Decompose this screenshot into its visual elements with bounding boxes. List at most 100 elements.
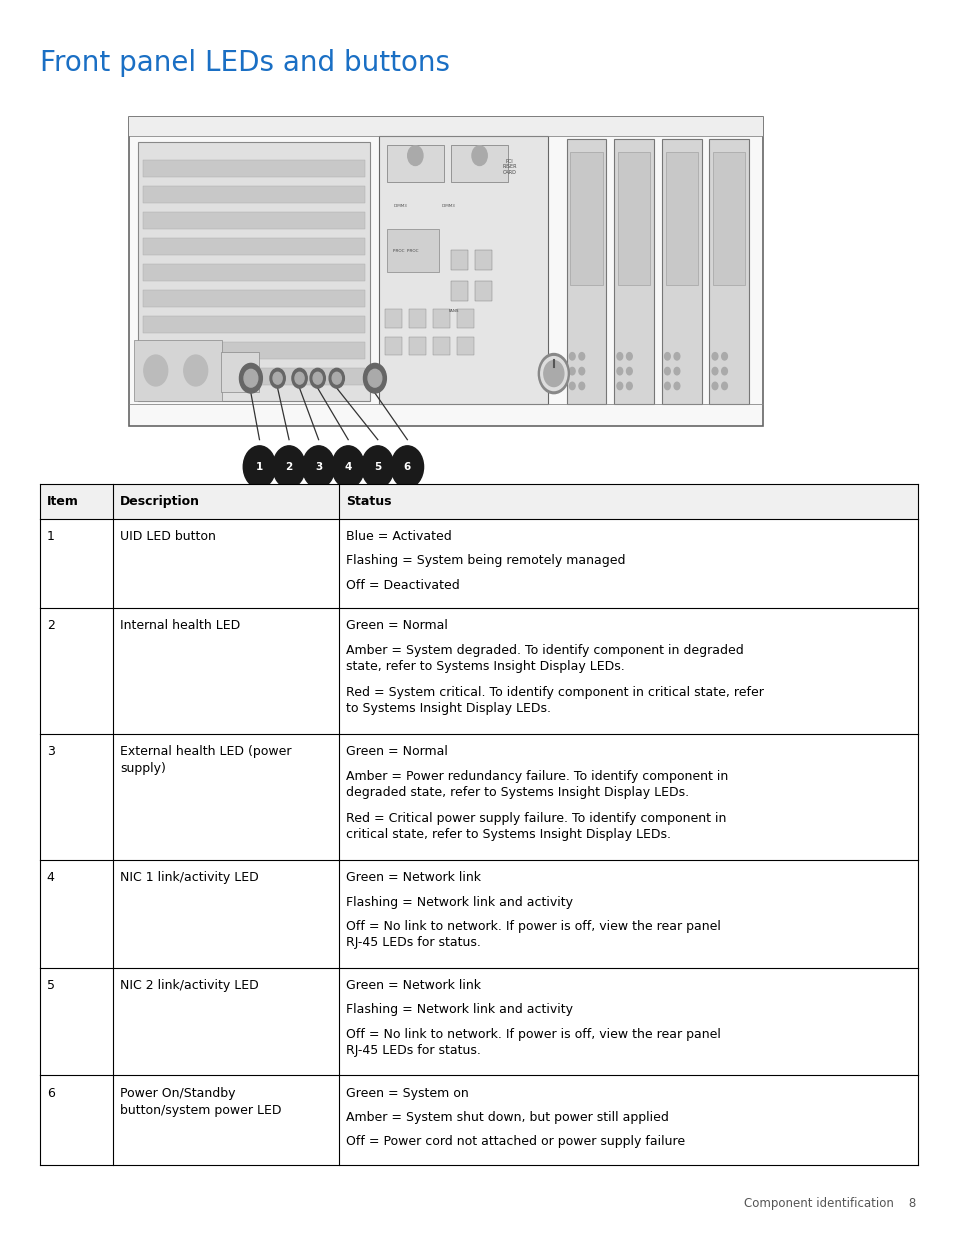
Circle shape <box>537 353 569 394</box>
Bar <box>385 337 402 356</box>
Circle shape <box>273 372 282 384</box>
Circle shape <box>720 368 726 375</box>
Circle shape <box>578 383 584 390</box>
Bar <box>143 316 365 333</box>
Circle shape <box>617 368 622 375</box>
Text: Component identification    8: Component identification 8 <box>742 1197 915 1210</box>
Bar <box>40 1076 917 1165</box>
Circle shape <box>302 446 335 488</box>
Circle shape <box>361 446 394 488</box>
Bar <box>129 117 762 136</box>
Bar <box>143 211 365 228</box>
Circle shape <box>294 372 304 384</box>
Text: Description: Description <box>120 495 200 508</box>
Bar <box>40 608 917 734</box>
Text: PROC  PROC: PROC PROC <box>393 249 417 253</box>
Bar <box>456 309 474 327</box>
Text: Green = System on: Green = System on <box>346 1087 469 1099</box>
Bar <box>387 146 443 182</box>
Text: Flashing = Network link and activity: Flashing = Network link and activity <box>346 895 573 909</box>
Text: 5: 5 <box>374 462 381 472</box>
Text: Item: Item <box>47 495 78 508</box>
Circle shape <box>664 368 670 375</box>
Bar <box>433 309 450 327</box>
Bar <box>475 282 492 301</box>
Text: Off = No link to network. If power is off, view the rear panel
RJ-45 LEDs for st: Off = No link to network. If power is of… <box>346 1028 720 1057</box>
Bar <box>618 152 650 285</box>
Text: 5: 5 <box>47 979 54 992</box>
Circle shape <box>270 368 285 388</box>
Circle shape <box>578 352 584 361</box>
Bar <box>143 368 365 385</box>
Circle shape <box>626 352 632 361</box>
Circle shape <box>664 352 670 361</box>
Circle shape <box>543 361 563 387</box>
Bar <box>143 290 365 306</box>
Text: Amber = System degraded. To identify component in degraded
state, refer to Syste: Amber = System degraded. To identify com… <box>346 643 743 673</box>
Circle shape <box>243 446 275 488</box>
Circle shape <box>391 446 423 488</box>
Circle shape <box>244 369 257 387</box>
Bar <box>385 309 402 327</box>
Text: NIC 1 link/activity LED: NIC 1 link/activity LED <box>120 871 258 884</box>
Bar <box>475 251 492 270</box>
Text: Green = Normal: Green = Normal <box>346 619 448 632</box>
Circle shape <box>711 368 717 375</box>
Text: Amber = Power redundancy failure. To identify component in
degraded state, refer: Amber = Power redundancy failure. To ide… <box>346 769 728 799</box>
Circle shape <box>273 446 305 488</box>
Circle shape <box>664 383 670 390</box>
Circle shape <box>184 356 208 385</box>
Text: 2: 2 <box>47 619 54 632</box>
Bar <box>379 136 547 405</box>
Text: Amber = System shut down, but power still applied: Amber = System shut down, but power stil… <box>346 1112 668 1124</box>
Circle shape <box>332 446 364 488</box>
Circle shape <box>720 383 726 390</box>
Circle shape <box>711 383 717 390</box>
Circle shape <box>363 363 386 393</box>
Circle shape <box>472 146 487 165</box>
Circle shape <box>626 383 632 390</box>
Circle shape <box>368 369 381 387</box>
Circle shape <box>310 368 325 388</box>
Circle shape <box>540 357 566 390</box>
Text: FANS: FANS <box>448 309 458 314</box>
Text: 6: 6 <box>403 462 411 472</box>
Bar <box>409 309 426 327</box>
Text: Red = System critical. To identify component in critical state, refer
to Systems: Red = System critical. To identify compo… <box>346 687 763 715</box>
Circle shape <box>144 356 168 385</box>
Text: 4: 4 <box>47 871 54 884</box>
Circle shape <box>313 372 322 384</box>
Text: Green = Network link: Green = Network link <box>346 871 481 884</box>
Text: Blue = Activated: Blue = Activated <box>346 530 452 543</box>
Text: Internal health LED: Internal health LED <box>120 619 240 632</box>
Text: 3: 3 <box>47 745 54 758</box>
Text: DIMM3: DIMM3 <box>394 204 407 209</box>
Text: Green = Normal: Green = Normal <box>346 745 448 758</box>
Bar <box>40 484 917 519</box>
Circle shape <box>626 368 632 375</box>
Circle shape <box>711 352 717 361</box>
Bar <box>129 117 762 426</box>
Text: 4: 4 <box>344 462 352 472</box>
Text: Front panel LEDs and buttons: Front panel LEDs and buttons <box>40 49 450 78</box>
Text: Green = Network link: Green = Network link <box>346 979 481 992</box>
Bar <box>433 337 450 356</box>
Circle shape <box>569 352 575 361</box>
Bar <box>143 159 365 177</box>
Bar <box>451 251 468 270</box>
Bar <box>451 282 468 301</box>
Text: External health LED (power
supply): External health LED (power supply) <box>120 745 292 776</box>
Bar <box>456 337 474 356</box>
Circle shape <box>720 352 726 361</box>
Bar <box>570 152 602 285</box>
Bar <box>40 734 917 860</box>
Text: 3: 3 <box>314 462 322 472</box>
Bar <box>138 142 370 401</box>
Bar <box>712 152 744 285</box>
Circle shape <box>329 368 344 388</box>
Text: Status: Status <box>346 495 392 508</box>
Bar <box>566 140 606 405</box>
Circle shape <box>407 146 422 165</box>
Circle shape <box>617 383 622 390</box>
Bar <box>143 185 365 203</box>
